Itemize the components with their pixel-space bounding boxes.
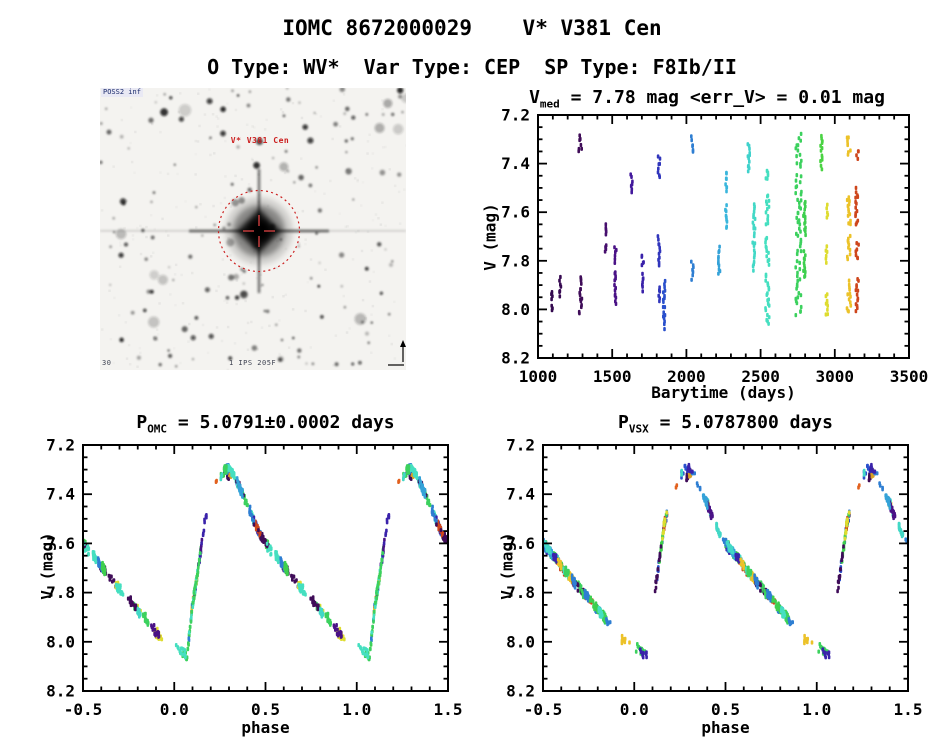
- x-tick-label: -0.5: [524, 700, 563, 719]
- x-tick-label: 2000: [667, 367, 706, 386]
- y-tick-label: 7.2: [501, 106, 530, 125]
- data-points: [544, 462, 907, 660]
- phase-omc-xlabel: phase: [241, 718, 290, 737]
- y-tick-label: 8.2: [46, 682, 75, 701]
- x-tick-label: 0.5: [711, 700, 740, 719]
- aperture-circle: [217, 189, 301, 273]
- axes: -0.5 0.0 0.5 1.0 1.5 7.2 7.4 7.6 7.8 8.0 8.2: [506, 436, 922, 720]
- y-tick-label: 7.8: [46, 583, 75, 602]
- y-tick-label: 7.6: [46, 534, 75, 553]
- y-tick-label: 7.2: [46, 436, 75, 455]
- finder-scale-label: 30: [102, 359, 112, 367]
- timeseries-ylabel: V (mag): [480, 203, 500, 271]
- x-tick-label: 3500: [890, 367, 929, 386]
- finder-target-label: V* V381 Cen: [230, 136, 290, 145]
- timeseries-title-sub: med: [539, 97, 560, 111]
- page-title: IOMC 8672000029 V* V381 Cen: [282, 16, 662, 40]
- phase-vsx-plot: -0.5 0.0 0.5 1.0 1.5 7.2 7.4 7.6 7.8 8.0 8.2: [506, 436, 922, 720]
- finder-noise: [100, 88, 406, 370]
- x-tick-label: 1.5: [894, 700, 923, 719]
- timeseries-plot: 1000 1500 2000 2500 3000 3500 7.2 7.4 7.6 7.8 8.0 8…: [501, 106, 928, 387]
- timeseries-title-rest: = 7.78 mag <err_V> = 0.01 mag: [559, 87, 885, 108]
- y-tick-label: 8.0: [506, 632, 535, 651]
- finder-footer-label: 1 IPS 205F: [229, 359, 277, 367]
- central-star: [225, 197, 293, 265]
- y-tick-label: 7.8: [506, 583, 535, 602]
- axes: 1000 1500 2000 2500 3000 3500 7.2 7.4 7.6 7.8 8.0 8…: [501, 106, 928, 387]
- phase-vsx-title-base: P: [618, 412, 629, 433]
- phase-vsx-xlabel: phase: [701, 718, 750, 737]
- x-tick-label: 0.0: [620, 700, 649, 719]
- aperture-annotations: [217, 189, 301, 273]
- phase-vsx-title: PVSX = 5.0787800 days: [543, 412, 908, 436]
- phase-omc-ylabel: V (mag): [37, 532, 57, 600]
- x-tick-label: 0.5: [251, 700, 280, 719]
- timeseries-title-base: V: [529, 87, 540, 108]
- y-tick-label: 7.4: [46, 485, 75, 504]
- x-tick-label: -0.5: [64, 700, 103, 719]
- phase-omc-title: POMC = 5.0791±0.0002 days: [83, 412, 448, 436]
- phase-omc-plot: -0.5 0.0 0.5 1.0 1.5 7.2 7.4 7.6 7.8 8.0 8.2: [46, 436, 462, 720]
- y-tick-label: 7.4: [501, 154, 530, 173]
- compass-icon: [388, 340, 406, 366]
- phase-vsx-title-rest: = 5.0787800 days: [648, 412, 833, 433]
- finder-survey-label: POSS2 inf: [101, 88, 143, 97]
- phase-omc-title-base: P: [136, 412, 148, 433]
- x-tick-label: 1000: [519, 367, 558, 386]
- x-tick-label: 1.0: [802, 700, 831, 719]
- y-tick-label: 7.4: [506, 485, 535, 504]
- phase-omc-title-sub: OMC: [147, 422, 168, 436]
- y-tick-label: 8.0: [46, 632, 75, 651]
- y-tick-label: 8.2: [501, 349, 530, 368]
- data-points: [550, 131, 860, 332]
- x-tick-label: 3000: [816, 367, 855, 386]
- x-tick-label: 0.0: [160, 700, 189, 719]
- timeseries-xlabel: Barytime (days): [651, 383, 796, 402]
- finder-chart: [100, 88, 406, 370]
- y-tick-label: 8.0: [501, 300, 530, 319]
- page-subtitle: O Type: WV* Var Type: CEP SP Type: F8Ib/…: [207, 55, 737, 79]
- x-tick-label: 1.0: [342, 700, 371, 719]
- y-tick-label: 7.8: [501, 251, 530, 270]
- phase-omc-title-rest: = 5.0791±0.0002 days: [167, 412, 395, 433]
- x-tick-label: 1500: [593, 367, 632, 386]
- timeseries-title: Vmed = 7.78 mag <err_V> = 0.01 mag: [470, 87, 944, 111]
- y-tick-label: 7.2: [506, 436, 535, 455]
- data-points: [84, 463, 447, 662]
- y-tick-label: 7.6: [501, 203, 530, 222]
- x-tick-label: 2500: [741, 367, 780, 386]
- x-tick-label: 1.5: [434, 700, 463, 719]
- y-tick-label: 7.6: [506, 534, 535, 553]
- y-tick-label: 8.2: [506, 682, 535, 701]
- axes: -0.5 0.0 0.5 1.0 1.5 7.2 7.4 7.6 7.8 8.0 8.2: [46, 436, 462, 720]
- phase-vsx-ylabel: V (mag): [497, 532, 517, 600]
- phase-vsx-title-sub: VSX: [628, 422, 649, 436]
